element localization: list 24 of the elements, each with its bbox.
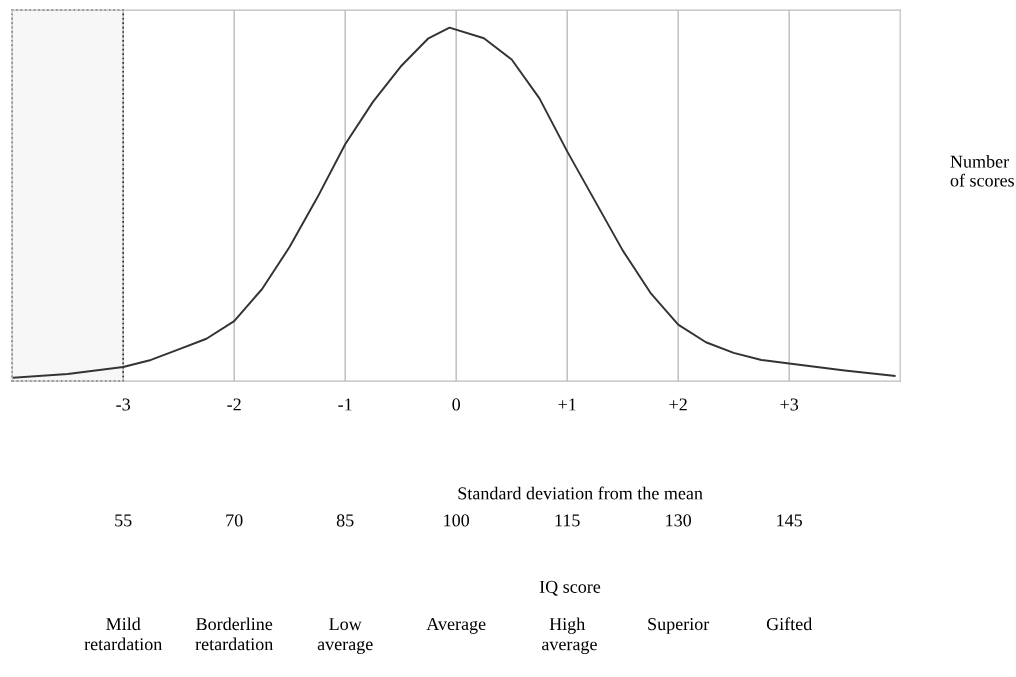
text: Average — [426, 617, 486, 634]
x-tick-label: -2 — [227, 398, 241, 411]
text: High average — [542, 617, 597, 655]
text: Borderline retardation — [195, 617, 274, 651]
text: Low average — [317, 618, 373, 654]
x2-tick-label: 100 — [444, 514, 470, 527]
x-tick-label: -1 — [338, 398, 352, 411]
x2-tick-label: 130 — [666, 514, 692, 527]
x-tick-label: +3 — [780, 398, 799, 411]
x2-tick-label: 70 — [226, 514, 243, 527]
x-tick-label: +1 — [558, 398, 576, 411]
text: Gifted — [766, 617, 813, 631]
x-tick-label: +2 — [669, 398, 687, 411]
x-axis-title: Standard deviation from the mean — [458, 486, 703, 500]
x2-tick-label: 55 — [115, 514, 132, 527]
text: Superior — [648, 618, 710, 634]
x-tick-label: 0 — [452, 398, 461, 411]
x2-tick-label: 145 — [777, 514, 803, 527]
y-axis-title: Number of scores — [950, 155, 1014, 187]
x-tick-label: -3 — [116, 398, 131, 411]
x2-axis-title: IQ score — [539, 580, 601, 596]
x2-tick-label: 115 — [555, 514, 580, 527]
text: Mild retardation — [84, 617, 163, 651]
x2-tick-label: 85 — [336, 514, 354, 527]
